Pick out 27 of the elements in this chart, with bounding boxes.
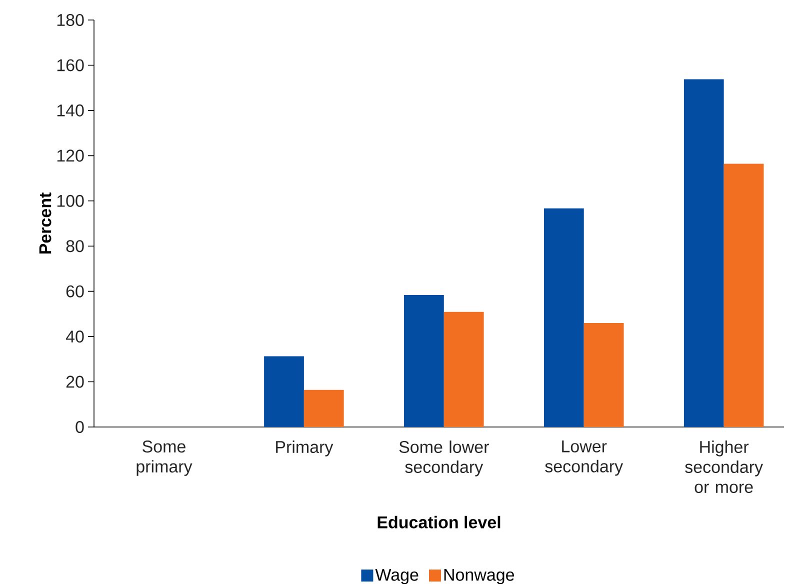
bar [444,312,484,427]
y-tick-label: 140 [57,104,84,116]
y-tick-label: 160 [57,59,84,72]
y-tick-label: 120 [57,150,84,162]
bar [724,164,764,427]
y-tick-label: 60 [66,285,84,298]
x-tick-label: Some primary [136,440,192,476]
bar [304,390,344,427]
bar [544,208,584,427]
y-tick-label: 80 [66,240,84,252]
y-tick-label: 0 [76,420,84,434]
legend-label: Wage [375,568,418,584]
y-tick-label: 180 [57,14,84,26]
x-tick-label: Some lower secondary [399,440,489,476]
bar [404,294,444,427]
legend-label: Nonwage [444,568,514,584]
y-axis-title: Percent [39,192,52,254]
bar [684,79,724,427]
y-tick-label: 40 [66,330,84,343]
y-tick-label: 20 [66,376,84,388]
x-tick-label: Primary [276,440,334,456]
y-tick-label: 100 [57,194,84,207]
bar [584,322,624,427]
bar [264,356,304,427]
x-tick-label: Higher secondary or more [685,440,763,494]
x-tick-label: Lower secondary [545,440,624,476]
x-axis-title: Education level [378,516,500,528]
